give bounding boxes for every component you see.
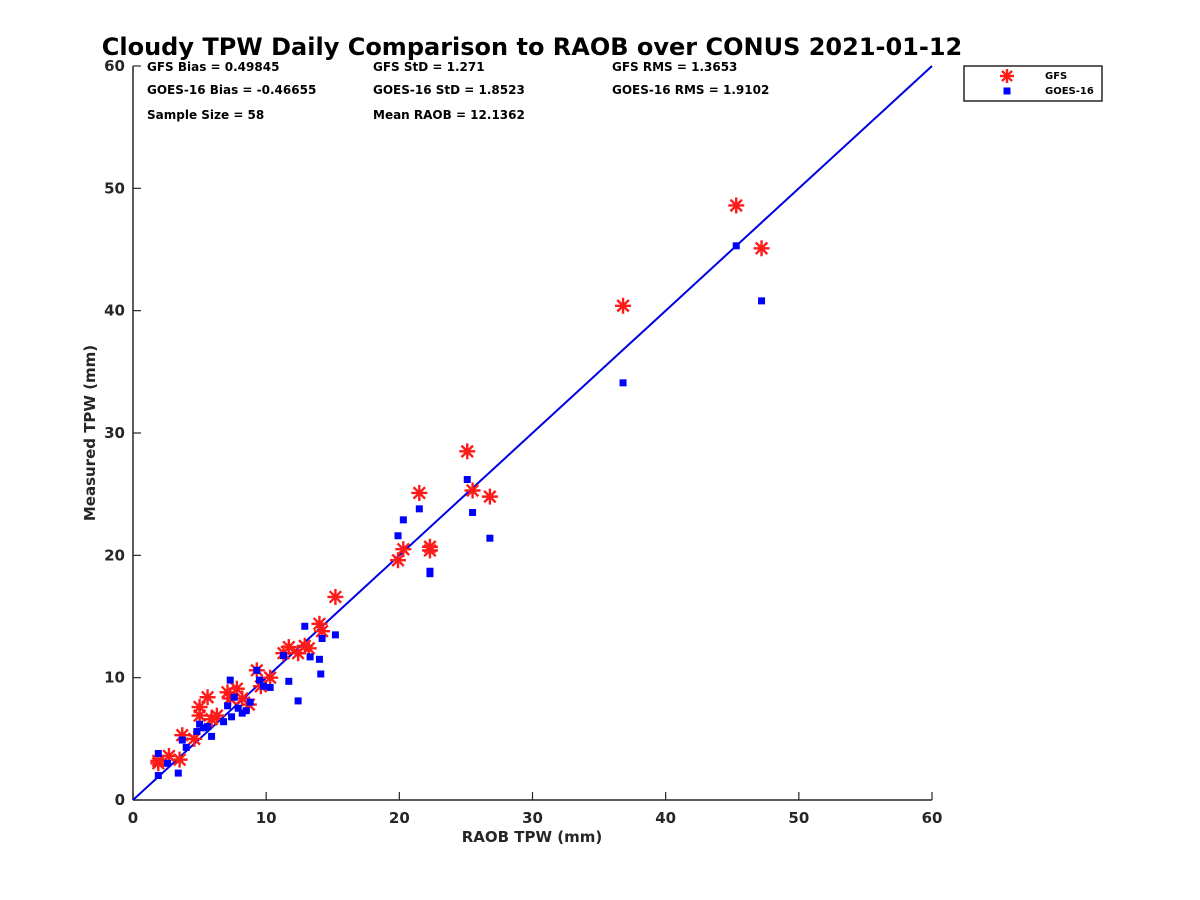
data-point-goes16 [193,727,201,735]
data-point-gfs [327,588,344,605]
data-point-goes16 [331,631,339,639]
data-point-goes16 [253,666,261,674]
legend-label-gfs: GFS [1045,71,1067,82]
legend: GFS GOES-16 [963,65,1103,102]
data-point-goes16 [486,534,494,542]
data-point-goes16 [234,704,242,712]
y-tick-label: 10 [104,669,125,687]
data-point-goes16 [294,697,302,705]
data-point-goes16 [426,567,434,575]
data-point-goes16 [619,379,627,387]
data-point-goes16 [285,677,293,685]
stat-gfs-rms: GFS RMS = 1.3653 [612,60,737,74]
x-tick-label: 0 [128,809,138,827]
data-point-gfs [481,488,498,505]
y-tick-label: 0 [115,791,125,809]
stats-annotations: GFS Bias = 0.49845 GFS StD = 1.271 GFS R… [147,60,769,122]
data-point-goes16 [732,242,740,250]
stat-gfs-bias: GFS Bias = 0.49845 [147,60,279,74]
data-point-goes16 [220,718,228,726]
data-point-goes16 [266,683,274,691]
data-point-goes16 [246,698,254,706]
data-point-gfs [171,751,188,768]
x-tick-label: 20 [389,809,410,827]
data-point-goes16 [226,676,234,684]
x-tick-label: 40 [655,809,676,827]
x-axis-title: RAOB TPW (mm) [462,828,603,846]
data-point-goes16 [394,532,402,540]
data-point-gfs [728,197,745,214]
data-point-gfs [191,699,208,716]
data-point-goes16 [238,709,246,717]
data-point-goes16 [204,723,212,731]
legend-marker-gfs [1000,69,1014,83]
data-point-gfs [615,297,632,314]
stat-goes-bias: GOES-16 Bias = -0.46655 [147,83,316,97]
legend-marker-goes16 [1003,87,1011,95]
plot-area: 0 10 20 30 40 50 60 0 10 20 30 40 50 60 [104,57,942,827]
y-tick-label: 20 [104,546,125,564]
data-point-gfs [459,443,476,460]
y-tick-label: 40 [104,302,125,320]
data-point-goes16 [317,670,325,678]
data-point-gfs [464,482,481,499]
data-point-gfs [395,541,412,558]
data-point-goes16 [463,475,471,483]
data-point-gfs [314,623,331,640]
legend-label-goes16: GOES-16 [1045,86,1094,97]
data-point-goes16 [242,707,250,715]
x-tick-label: 50 [788,809,809,827]
data-point-goes16 [399,516,407,524]
data-point-goes16 [164,759,172,767]
data-point-goes16 [415,505,423,513]
x-tick-label: 10 [256,809,277,827]
stat-goes-rms: GOES-16 RMS = 1.9102 [612,83,769,97]
data-point-goes16 [301,622,309,630]
legend-markers [1000,69,1014,95]
x-tick-label: 30 [522,809,543,827]
legend-box [963,65,1103,102]
stat-goes-std: GOES-16 StD = 1.8523 [373,83,525,97]
data-point-goes16 [758,297,766,305]
y-axis-title: Measured TPW (mm) [81,345,99,521]
data-point-gfs [199,689,216,706]
data-point-goes16 [174,769,182,777]
stat-sample-size: Sample Size = 58 [147,108,264,122]
one-to-one-line [132,65,933,801]
x-tick-label: 60 [922,809,943,827]
data-point-goes16 [154,772,162,780]
data-point-gfs [411,484,428,501]
data-point-goes16 [182,743,190,751]
data-point-goes16 [318,635,326,643]
chart-title: Cloudy TPW Daily Comparison to RAOB over… [102,33,962,61]
data-point-goes16 [228,713,236,721]
stat-mean-raob: Mean RAOB = 12.1362 [373,108,525,122]
data-point-goes16 [315,655,323,663]
data-point-goes16 [469,509,477,517]
data-point-goes16 [154,750,162,758]
data-point-gfs [421,538,438,555]
y-tick-label: 50 [104,179,125,197]
data-point-gfs [262,669,279,686]
data-point-goes16 [200,724,208,732]
y-tick-label: 30 [104,424,125,442]
data-point-goes16 [256,676,264,684]
y-tick-label: 60 [104,57,125,75]
data-point-goes16 [178,736,186,744]
data-point-goes16 [306,653,314,661]
data-point-goes16 [230,693,238,701]
data-point-goes16 [196,720,204,728]
data-point-goes16 [208,732,216,740]
data-point-goes16 [224,702,232,710]
stat-gfs-std: GFS StD = 1.271 [373,60,485,74]
data-point-gfs [280,639,297,656]
data-point-goes16 [260,682,268,690]
data-point-gfs [753,240,770,257]
data-point-goes16 [279,652,287,660]
